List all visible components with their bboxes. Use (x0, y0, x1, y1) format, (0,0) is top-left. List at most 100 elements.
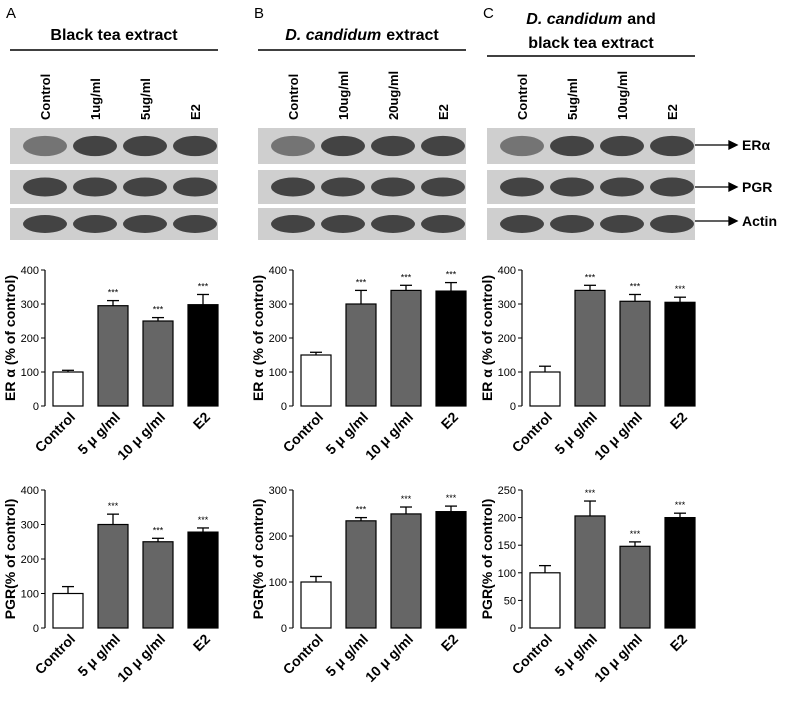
bar (300, 581, 332, 629)
panel-title: black tea extract (528, 35, 654, 52)
significance: *** (401, 272, 412, 282)
bar (345, 303, 377, 407)
x-tick-label: Control (32, 631, 79, 678)
blot-band (500, 177, 544, 197)
blot-band (321, 177, 365, 197)
x-tick-label: 10 μ g/ml (114, 409, 168, 463)
y-tick-label: 200 (269, 531, 287, 543)
y-tick-label: 0 (33, 623, 39, 635)
significance: *** (356, 505, 367, 515)
significance: *** (401, 494, 412, 504)
bar (187, 531, 219, 629)
lane-label: E2 (665, 104, 680, 120)
panel-title: Black tea extract (50, 27, 178, 44)
bar (345, 520, 377, 629)
blot-band (600, 177, 644, 197)
lane-label: 5ug/ml (565, 78, 580, 120)
y-tick-label: 300 (269, 485, 287, 497)
significance: *** (675, 500, 686, 510)
blot-band (123, 177, 167, 197)
y-tick-label: 200 (498, 333, 516, 345)
x-tick-label: 10 μ g/ml (591, 409, 645, 463)
lane-label: Control (38, 74, 53, 120)
lane-label: E2 (188, 104, 203, 120)
title-text: extract (386, 27, 439, 44)
y-tick-label: 300 (21, 299, 39, 311)
blot-band (123, 215, 167, 233)
y-tick-label: 0 (281, 401, 287, 413)
bar (619, 300, 651, 407)
bar (97, 523, 129, 629)
significance: *** (675, 284, 686, 294)
significance: *** (630, 529, 641, 539)
y-tick-label: 400 (498, 265, 516, 277)
lane-label: 20ug/ml (386, 71, 401, 120)
blot-band (271, 215, 315, 233)
x-tick-label: Control (32, 409, 79, 456)
y-tick-label: 0 (510, 623, 516, 635)
y-tick-label: 100 (269, 577, 287, 589)
bar (187, 304, 219, 407)
bar (574, 515, 606, 629)
lane-label: Control (515, 74, 530, 120)
bar (390, 513, 422, 629)
bar (390, 289, 422, 407)
bar (435, 511, 467, 629)
x-tick-label: Control (280, 631, 327, 678)
significance: *** (446, 270, 457, 280)
y-axis-label: ER α (% of control) (479, 275, 495, 401)
x-tick-label: E2 (438, 631, 462, 655)
y-tick-label: 0 (33, 401, 39, 413)
significance: *** (108, 288, 119, 298)
blot-band (421, 135, 465, 157)
x-tick-label: Control (509, 409, 556, 456)
panel-title: D. candidum and (526, 11, 655, 28)
significance: *** (446, 493, 457, 503)
blot-band (23, 135, 67, 157)
significance: *** (585, 488, 596, 498)
y-tick-label: 300 (498, 299, 516, 311)
blot-label: PGR (742, 179, 772, 195)
bar (619, 545, 651, 629)
blot-band (321, 215, 365, 233)
bar (142, 541, 174, 629)
lane-label: E2 (436, 104, 451, 120)
x-tick-label: E2 (190, 409, 214, 433)
blot-band (600, 215, 644, 233)
blot-band (500, 135, 544, 157)
x-tick-label: E2 (667, 631, 691, 655)
y-tick-label: 300 (269, 299, 287, 311)
y-tick-label: 50 (504, 595, 516, 607)
significance: *** (153, 305, 164, 315)
y-tick-label: 100 (21, 589, 39, 601)
blot-band (271, 177, 315, 197)
y-axis-label: ER α (% of control) (2, 275, 18, 401)
significance: *** (108, 501, 119, 511)
y-tick-label: 150 (498, 540, 516, 552)
y-tick-label: 100 (269, 367, 287, 379)
blot-band (271, 135, 315, 157)
x-tick-label: E2 (667, 409, 691, 433)
y-axis-label: PGR(% of control) (479, 499, 495, 620)
lane-label: 5ug/ml (138, 78, 153, 120)
significance: *** (153, 525, 164, 535)
panel-title: D. candidum extract (285, 27, 439, 44)
x-tick-label: Control (509, 631, 556, 678)
panel-letter: A (6, 5, 16, 22)
lane-label: 10ug/ml (615, 71, 630, 120)
y-tick-label: 400 (269, 265, 287, 277)
bar (529, 572, 561, 629)
blot-band (371, 135, 415, 157)
y-tick-label: 400 (21, 265, 39, 277)
y-tick-label: 0 (510, 401, 516, 413)
blot-band (650, 177, 694, 197)
y-tick-label: 100 (498, 568, 516, 580)
title-text: Black tea extract (50, 27, 178, 44)
x-tick-label: 10 μ g/ml (362, 409, 416, 463)
blot-label: ERα (742, 137, 770, 153)
lane-label: 10ug/ml (336, 71, 351, 120)
y-axis-label: ER α (% of control) (250, 275, 266, 401)
panel-letter: B (254, 5, 264, 22)
y-axis-label: PGR(% of control) (2, 499, 18, 620)
